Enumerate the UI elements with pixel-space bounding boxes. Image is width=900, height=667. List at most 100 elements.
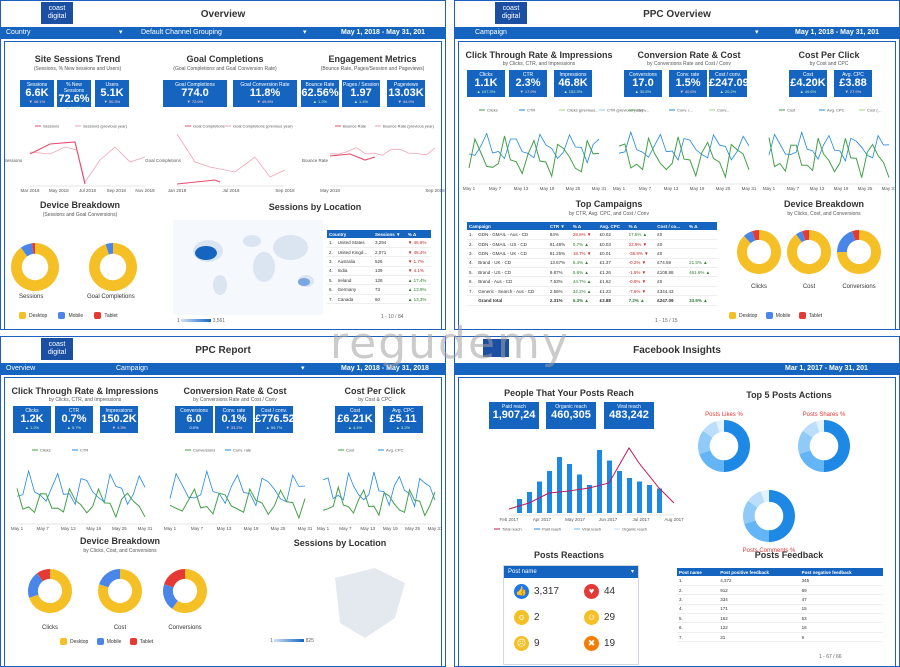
sad-reaction-icon: ☹ (514, 636, 529, 651)
page-title: Facebook Insights (633, 345, 721, 356)
section-title: Conversion Rate & Cost (183, 386, 287, 396)
table-row[interactable]: 3. Australia 526 ▼ 1.7% (327, 256, 431, 267)
table-row[interactable]: 1. GDN - GMAIL - Aus - CD 84% 28.6% ▼ £0.02 1… (467, 230, 717, 240)
post-name-dropdown[interactable]: Post name ▾ (504, 566, 638, 578)
kpi-value: 5.1K (100, 87, 124, 99)
campaign-filter[interactable]: Campaign (475, 29, 507, 36)
table-row[interactable]: 3. 334 47 (677, 594, 883, 605)
table-pagination[interactable]: 1 - 10 / 84 (381, 314, 404, 320)
legend-label: Conv... (637, 108, 649, 113)
table-row[interactable]: 1. United States 3,294 ▼ 46.8% (327, 238, 431, 248)
chart-series-line (176, 133, 286, 178)
date-range[interactable]: Mar 1, 2017 - May 31, 201 (785, 365, 868, 372)
reaction-count: 3,317 (534, 586, 560, 597)
chart-series-line (16, 487, 146, 519)
x-tick-label: Jan 2018 (168, 188, 187, 193)
kpi-value: 0.7% (61, 413, 87, 425)
table-row[interactable]: 4. Brand - UK - CD 13.67% 6.4% ▲ £1.37 -0.2% … (467, 258, 717, 269)
section-title: Cost Per Click (798, 50, 860, 60)
section-subtitle: by Cost & CPC (358, 397, 392, 403)
date-range[interactable]: May 1, 2018 - May 31, 2018 (341, 365, 429, 372)
table-row[interactable]: 7. 31 9 (677, 632, 883, 643)
kpi-delta: ▼ 40.6% (679, 89, 697, 94)
chart-series-line (468, 135, 600, 178)
kpi-label: Impressions (559, 72, 587, 78)
donut-slice (29, 569, 72, 613)
legend: Desktop Mobile Tablet (729, 312, 822, 319)
report-area: Click Through Rate & Impressions by Clic… (4, 377, 443, 666)
paid-reach-bar (627, 478, 632, 513)
kpi-label: Conversions (629, 72, 657, 78)
campaign-filter[interactable]: Campaign (116, 365, 148, 372)
table-row[interactable]: 6. Brand - Aus - CD 7.53% 44.7% ▲ £1.62 -0.8%… (467, 276, 717, 287)
donut-title: Posts Comments % (743, 548, 796, 554)
table-row[interactable]: 7. Generic - Search - Aus - CD 2.56% 32.2% … (467, 286, 717, 297)
chart-series-line (508, 447, 675, 510)
table-row[interactable]: 1. 4,372 345 (677, 576, 883, 586)
channel-grouping-filter[interactable]: Default Channel Grouping (141, 29, 222, 36)
table-row[interactable]: 6. Germany 73 ▲ 13.9% (327, 284, 431, 295)
legend-label: Avg. CPC (386, 448, 404, 453)
paid-reach-bar (557, 457, 562, 513)
paid-reach-bar (597, 450, 602, 513)
kpi-delta: ▲ 30.8% (634, 89, 652, 94)
kpi-label: Pages / Session (342, 82, 380, 88)
kpi-label: Users (105, 82, 119, 88)
date-range[interactable]: May 1, 2018 - May 31, 201 (795, 29, 880, 36)
x-tick-label: May 7 (787, 186, 800, 191)
kpi-card: CTR 0.7% ▲ 5.7% (55, 406, 93, 433)
section-subtitle: by Conversions Rate and Cost / Conv (647, 61, 731, 67)
x-tick-label: Sep 2018 (425, 188, 445, 193)
section-subtitle: by CTR, Avg. CPC, and Cost / Conv (569, 211, 649, 217)
table-row[interactable]: 5. Ireland 128 ▲ 17.4% (327, 275, 431, 286)
x-tick-label: May 31 (742, 186, 757, 191)
x-tick-label: May 19 (244, 526, 259, 531)
table-row[interactable]: 2. 912 69 (677, 585, 883, 596)
x-tick-label: May 31 (298, 526, 313, 531)
donut-slice (837, 231, 856, 252)
kpi-delta: ▲ 152.3% (563, 89, 583, 94)
x-tick-label: May 13 (664, 186, 679, 191)
land-mass (273, 235, 308, 260)
legend-label: Conv... (717, 108, 729, 113)
donut-slice (769, 490, 795, 542)
kpi-label: Avg. CPC (842, 72, 864, 78)
section-subtitle: (Bounce Rate, Pages/Session and Pageview… (320, 66, 425, 72)
y-axis-label: Sessions (4, 158, 23, 163)
table-row[interactable]: 2. GDN - GMAIL - US - CD 81.48% 0.7% ▲ £0.03… (467, 239, 717, 250)
donut-slice (737, 230, 781, 274)
donut-label: Cost (803, 284, 816, 290)
united-states-region (195, 246, 217, 260)
kpi-label: Paid reach (502, 404, 526, 410)
legend-label: Bounce Rate (343, 124, 367, 129)
report-area: Site Sessions Trend (Sessions, % New ses… (4, 41, 445, 329)
overview-filter[interactable]: Overview (6, 365, 36, 372)
table-row[interactable]: 4. 171 15 (677, 604, 883, 615)
country-filter[interactable]: Country (6, 29, 31, 36)
x-tick-label: May 25 (271, 526, 286, 531)
donut-slice (787, 230, 831, 274)
donut-slice (28, 573, 43, 598)
kpi-label: Viral reach (617, 404, 641, 410)
section-title: Device Breakdown (79, 536, 161, 546)
table-pagination[interactable]: 1 - 67 / 66 (819, 654, 842, 660)
donut-slice (31, 243, 35, 254)
table-row[interactable]: 7. Canada 60 ▲ 13.3% (327, 294, 431, 305)
kpi-card: Avg. CPC £3.88 ▼ 27.9% (834, 70, 872, 97)
x-tick-label: May 13 (217, 526, 232, 531)
table-row[interactable]: 5. 162 53 (677, 613, 883, 624)
table-header: Campaign CTR ▼% Δ Avg. CPC% Δ Cost / co...%… (467, 222, 717, 230)
table-pagination[interactable]: 1 - 15 / 15 (655, 318, 678, 324)
reactions-card: Post name ▾ 👍 3,317 ♥ 44 o 2 ☺ 29 ☹ 9 ✖ 19 (503, 565, 639, 665)
table-row[interactable]: 3. GDN - GMAIL - UK - CD 81.25% 18.7% ▼ £0.0… (467, 248, 717, 259)
table-row[interactable]: 6. 122 16 (677, 622, 883, 633)
table-row[interactable]: 2. United Kingd... 2,071 ▼ 48.4% (327, 247, 431, 258)
x-tick-label: May 25 (405, 526, 420, 531)
table-row[interactable]: 5. Brand - US - CD 9.87% 5.6% ▲ £1.26 -1.5% ▼… (467, 267, 717, 278)
angry-reaction-icon: ✖ (584, 636, 599, 651)
paid-reach-bar (647, 485, 652, 513)
x-tick-label: May 2018 (49, 188, 69, 193)
kpi-value: 62.56% (301, 87, 339, 99)
date-range[interactable]: May 1, 2018 - May 31, 201 (341, 29, 426, 36)
table-row[interactable]: 4. India 139 ▼ 4.1% (327, 266, 431, 277)
